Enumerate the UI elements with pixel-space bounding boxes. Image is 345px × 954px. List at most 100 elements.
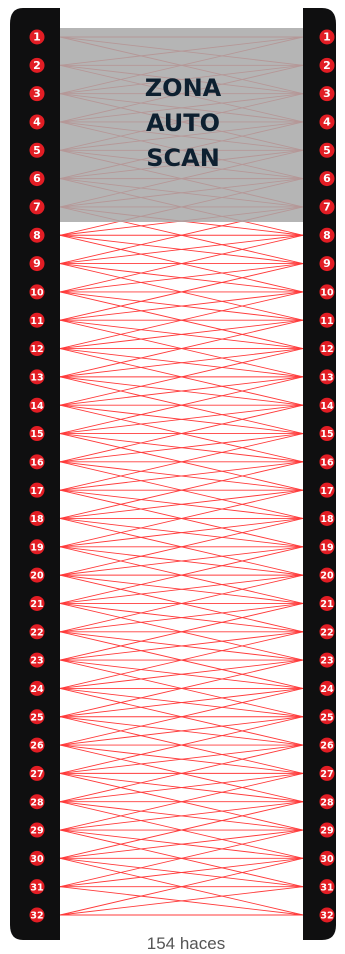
beam-marker: 7 xyxy=(30,199,45,214)
beam-marker-label: 15 xyxy=(30,429,43,440)
beam-marker: 29 xyxy=(320,823,335,838)
beam-marker-label: 30 xyxy=(30,854,44,865)
beam-marker-label: 19 xyxy=(30,542,43,553)
beam-marker: 17 xyxy=(30,483,45,498)
beam-marker: 7 xyxy=(320,199,335,214)
beam-marker-label: 5 xyxy=(323,144,331,157)
beam-marker: 14 xyxy=(320,398,335,413)
beam-marker: 21 xyxy=(320,596,335,611)
beam-marker-label: 14 xyxy=(320,401,334,412)
beam-marker: 4 xyxy=(320,114,335,129)
beam-marker-label: 26 xyxy=(30,741,44,752)
beam-marker: 5 xyxy=(30,143,45,158)
beam-marker-label: 18 xyxy=(30,514,44,525)
beam-marker: 32 xyxy=(320,908,335,923)
beam-marker-label: 13 xyxy=(320,372,333,383)
beam-marker-label: 8 xyxy=(323,229,331,242)
beam-marker: 2 xyxy=(320,58,335,73)
beam-marker-label: 16 xyxy=(320,457,334,468)
beam-marker-label: 24 xyxy=(30,684,44,695)
zone-line-1: ZONA xyxy=(145,74,222,102)
beam-marker: 11 xyxy=(30,313,45,328)
beam-marker-label: 20 xyxy=(30,571,44,582)
beam-marker: 28 xyxy=(30,794,45,809)
beam-marker: 2 xyxy=(30,58,45,73)
beam-marker: 6 xyxy=(320,171,335,186)
beam-marker-label: 4 xyxy=(323,116,331,129)
beam-marker-label: 8 xyxy=(33,229,41,242)
beam-marker-label: 3 xyxy=(323,87,331,100)
beam-marker: 15 xyxy=(320,426,335,441)
beam-marker-label: 32 xyxy=(30,911,43,922)
zone-line-3: SCAN xyxy=(146,144,220,172)
beam-marker: 4 xyxy=(30,114,45,129)
beam-marker-label: 31 xyxy=(320,882,333,893)
beam-marker: 20 xyxy=(320,568,335,583)
beam-marker-label: 29 xyxy=(30,826,43,837)
beam-marker-label: 17 xyxy=(30,486,43,497)
beam-marker: 1 xyxy=(30,30,45,45)
beam-count-caption: 154 haces xyxy=(147,934,225,953)
beam-marker: 27 xyxy=(320,766,335,781)
beam-marker-label: 11 xyxy=(30,316,43,327)
beam-marker: 14 xyxy=(30,398,45,413)
beam-marker-label: 3 xyxy=(33,87,41,100)
beam-marker: 20 xyxy=(30,568,45,583)
beam-marker-label: 4 xyxy=(33,116,41,129)
beam-marker-label: 15 xyxy=(320,429,333,440)
beam-marker-label: 10 xyxy=(320,288,334,299)
beam-marker-label: 2 xyxy=(33,59,41,72)
beam-marker-label: 31 xyxy=(30,882,43,893)
beam-marker-label: 20 xyxy=(320,571,334,582)
beam-marker: 26 xyxy=(30,738,45,753)
beam-marker-label: 13 xyxy=(30,372,43,383)
beam-marker-label: 25 xyxy=(320,712,333,723)
beam-marker-label: 29 xyxy=(320,826,333,837)
beam-marker: 31 xyxy=(30,879,45,894)
beam-marker-label: 9 xyxy=(33,257,41,270)
beam-marker: 1 xyxy=(320,30,335,45)
beam-marker-label: 23 xyxy=(320,656,333,667)
beam-marker: 11 xyxy=(320,313,335,328)
beam-marker-label: 7 xyxy=(323,201,331,214)
beam-marker-label: 17 xyxy=(320,486,333,497)
beam-marker-label: 6 xyxy=(33,172,41,185)
beam-marker: 10 xyxy=(30,284,45,299)
beam-marker: 26 xyxy=(320,738,335,753)
beam-marker-label: 16 xyxy=(30,457,44,468)
beam-marker-label: 21 xyxy=(30,599,43,610)
beam-marker: 12 xyxy=(320,341,335,356)
beam-marker: 19 xyxy=(320,539,335,554)
beam-marker: 23 xyxy=(320,653,335,668)
beam-marker: 10 xyxy=(320,284,335,299)
beam-marker: 18 xyxy=(30,511,45,526)
beam-marker: 32 xyxy=(30,908,45,923)
beam-marker-label: 9 xyxy=(323,257,331,270)
auto-scan-zone: ZONA AUTO SCAN xyxy=(60,28,303,222)
beam-marker: 25 xyxy=(30,709,45,724)
beam-marker: 27 xyxy=(30,766,45,781)
zone-line-2: AUTO xyxy=(146,109,220,137)
beam-marker: 22 xyxy=(320,624,335,639)
beam-marker-label: 28 xyxy=(30,797,44,808)
beam-marker: 30 xyxy=(30,851,45,866)
beam-marker-label: 25 xyxy=(30,712,43,723)
beam-marker-label: 32 xyxy=(320,911,333,922)
beam-marker-label: 6 xyxy=(323,172,331,185)
beam-marker-label: 22 xyxy=(320,627,333,638)
beam-marker-label: 30 xyxy=(320,854,334,865)
beam-marker-label: 7 xyxy=(33,201,41,214)
beam-marker: 3 xyxy=(320,86,335,101)
beam-marker: 16 xyxy=(30,454,45,469)
beam-marker: 13 xyxy=(30,369,45,384)
beam-marker: 8 xyxy=(30,228,45,243)
beam-marker-label: 1 xyxy=(323,31,331,44)
beam-marker: 9 xyxy=(320,256,335,271)
beam-marker-label: 12 xyxy=(30,344,43,355)
beam-marker: 24 xyxy=(320,681,335,696)
beam-marker-label: 22 xyxy=(30,627,43,638)
beam-marker-label: 24 xyxy=(320,684,334,695)
beam-marker: 8 xyxy=(320,228,335,243)
beam-marker: 3 xyxy=(30,86,45,101)
